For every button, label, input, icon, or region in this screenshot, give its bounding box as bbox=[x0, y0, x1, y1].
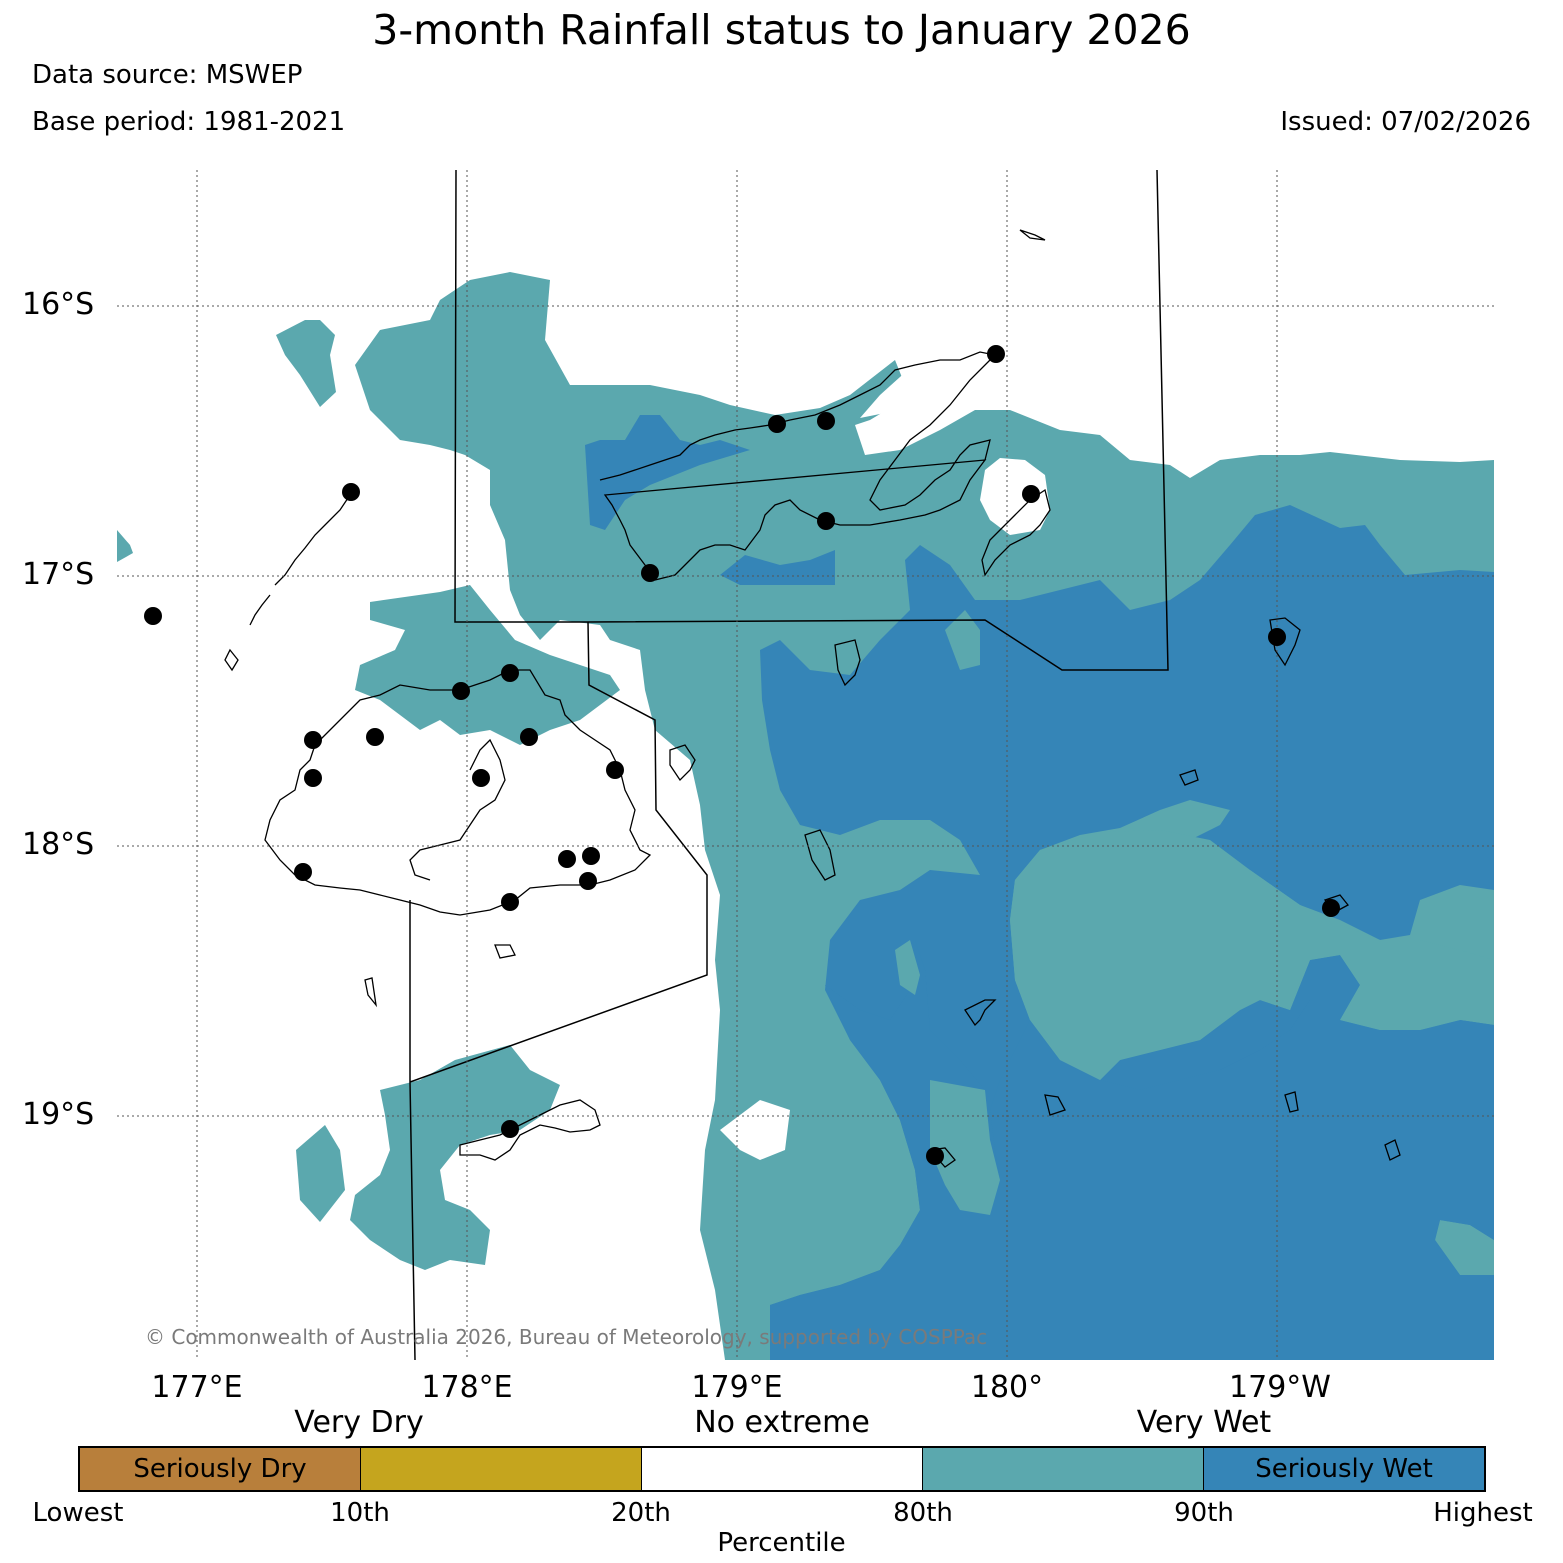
lon-label: 179°W bbox=[1229, 1370, 1331, 1405]
lat-label: 18°S bbox=[22, 827, 95, 862]
kadavu-coast bbox=[459, 1099, 601, 1161]
colorbar-tick: Lowest bbox=[32, 1498, 124, 1528]
lon-label: 180° bbox=[970, 1370, 1044, 1405]
small-island-3 bbox=[804, 829, 836, 881]
legend-group-label: Very Wet bbox=[1136, 1405, 1272, 1440]
colorbar: Seriously Dry Seriously Wet bbox=[78, 1446, 1486, 1492]
colorbar-segment bbox=[642, 1448, 923, 1490]
vw-inner-d bbox=[930, 1080, 1000, 1215]
station-marker bbox=[606, 761, 624, 779]
small-island-4 bbox=[964, 999, 997, 1027]
small-island-12 bbox=[1044, 1094, 1066, 1116]
station-marker bbox=[452, 682, 470, 700]
small-island-7 bbox=[1019, 229, 1046, 241]
graticule bbox=[117, 170, 1494, 1360]
copyright-notice: © Commonwealth of Australia 2026, Bureau… bbox=[145, 1325, 988, 1349]
station-marker bbox=[501, 893, 519, 911]
colorbar-tick: 80th bbox=[893, 1498, 953, 1528]
issued-date: Issued: 07/02/2026 bbox=[1280, 107, 1531, 137]
station-marker bbox=[987, 345, 1005, 363]
station-marker bbox=[582, 847, 600, 865]
very-wet-patch-b bbox=[276, 320, 336, 407]
station-marker bbox=[1022, 485, 1040, 503]
small-island-1 bbox=[834, 639, 861, 687]
small-island-5 bbox=[364, 977, 377, 1008]
seriously-wet-south-patch bbox=[770, 940, 1494, 1360]
yasawa-coast bbox=[224, 494, 351, 672]
vw-inner-b bbox=[945, 610, 980, 670]
very-wet-patch-c bbox=[117, 530, 133, 562]
seriously-wet-north bbox=[585, 415, 750, 530]
station-marker bbox=[501, 1120, 519, 1138]
lat-label: 16°S bbox=[22, 287, 95, 322]
very-wet-southwest bbox=[350, 1045, 560, 1270]
small-island-2 bbox=[669, 744, 696, 782]
station-marker bbox=[342, 483, 360, 501]
colorbar-axis-label: Percentile bbox=[717, 1528, 846, 1558]
colorbar-segment bbox=[923, 1448, 1204, 1490]
vw-inner-a bbox=[1010, 830, 1494, 1080]
small-island-11 bbox=[1284, 1091, 1299, 1113]
boundary-south bbox=[409, 621, 708, 1360]
lon-label: 179°E bbox=[691, 1370, 783, 1405]
station-marker bbox=[294, 863, 312, 881]
station-marker bbox=[1322, 899, 1340, 917]
colorbar-tick: 90th bbox=[1174, 1498, 1234, 1528]
very-wet-inner-patches bbox=[895, 610, 1494, 1215]
station-marker bbox=[472, 769, 490, 787]
base-period: Base period: 1981-2021 bbox=[32, 107, 346, 137]
colorbar-tick: Highest bbox=[1433, 1498, 1533, 1528]
colorbar-tick: 10th bbox=[330, 1498, 390, 1528]
station-marker bbox=[641, 564, 659, 582]
colorbar-segment bbox=[361, 1448, 642, 1490]
legend-group-label: No extreme bbox=[694, 1405, 870, 1440]
lat-label: 19°S bbox=[22, 1097, 95, 1132]
hole-island bbox=[980, 458, 1050, 535]
station-marker bbox=[304, 731, 322, 749]
lon-label: 177°E bbox=[151, 1370, 243, 1405]
station-marker bbox=[520, 728, 538, 746]
station-marker bbox=[926, 1147, 944, 1165]
vw-inner-c bbox=[895, 940, 920, 995]
station-marker bbox=[817, 512, 835, 530]
station-marker bbox=[768, 415, 786, 433]
colorbar-tick: 20th bbox=[611, 1498, 671, 1528]
very-wet-patch-a bbox=[296, 1125, 345, 1222]
boundary-north bbox=[454, 170, 1169, 671]
hole-coast bbox=[860, 355, 990, 418]
station-marker bbox=[366, 728, 384, 746]
data-source: Data source: MSWEP bbox=[32, 60, 303, 90]
station-marker bbox=[501, 664, 519, 682]
station-marker bbox=[304, 769, 322, 787]
station-marker bbox=[144, 607, 162, 625]
lon-label: 178°E bbox=[421, 1370, 513, 1405]
station-marker bbox=[817, 412, 835, 430]
colorbar-segment: Seriously Dry bbox=[80, 1448, 361, 1490]
small-island-8 bbox=[1269, 617, 1301, 667]
small-island-6 bbox=[1179, 769, 1199, 786]
viti-levu-inner bbox=[409, 738, 506, 881]
station-marker bbox=[579, 872, 597, 890]
station-marker bbox=[558, 850, 576, 868]
very-wet-west-island bbox=[355, 585, 620, 745]
small-island-14 bbox=[494, 944, 516, 959]
legend-group-label: Very Dry bbox=[294, 1405, 424, 1440]
map-title: 3-month Rainfall status to January 2026 bbox=[372, 6, 1191, 54]
stations bbox=[144, 345, 1340, 1165]
station-marker bbox=[1268, 628, 1286, 646]
small-island-10 bbox=[1384, 1139, 1401, 1161]
lat-label: 17°S bbox=[22, 557, 95, 592]
colorbar-segment: Seriously Wet bbox=[1204, 1448, 1484, 1490]
